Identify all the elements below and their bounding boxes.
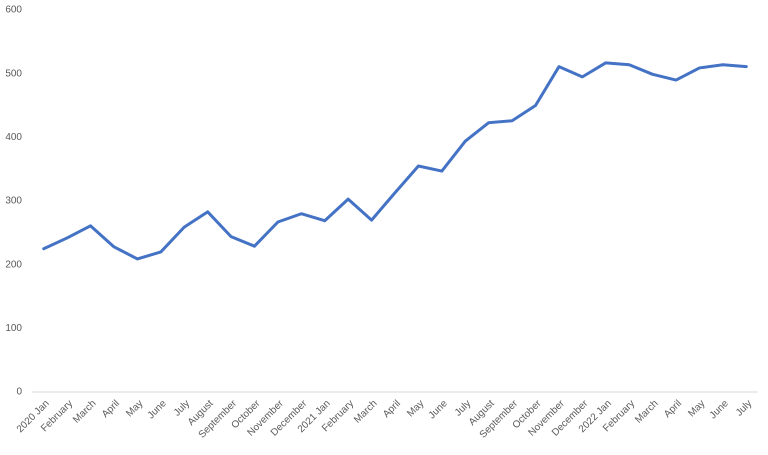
y-tick-label: 100: [5, 323, 22, 334]
x-tick-label: April: [381, 398, 403, 420]
x-tick-label: March: [352, 398, 379, 425]
x-tick-label: March: [633, 398, 660, 425]
x-tick-label: April: [662, 398, 684, 420]
line: [42, 61, 748, 261]
x-tick-label: May: [686, 398, 707, 419]
x-tick-label: May: [124, 398, 145, 419]
x-tick-label: April: [100, 398, 122, 420]
y-tick-label: 0: [16, 387, 22, 398]
y-tick-label: 400: [5, 132, 22, 143]
x-tick-label: June: [708, 398, 731, 421]
x-tick-label: March: [71, 398, 98, 425]
x-tick-label: June: [427, 398, 450, 421]
y-tick-label: 600: [5, 5, 22, 16]
y-tick-label: 200: [5, 259, 22, 270]
y-tick-label: 500: [5, 68, 22, 79]
x-tick-label: May: [405, 398, 426, 419]
x-tick-label: July: [734, 398, 754, 418]
x-tick-label: June: [146, 398, 169, 421]
y-tick-label: 300: [5, 196, 22, 207]
